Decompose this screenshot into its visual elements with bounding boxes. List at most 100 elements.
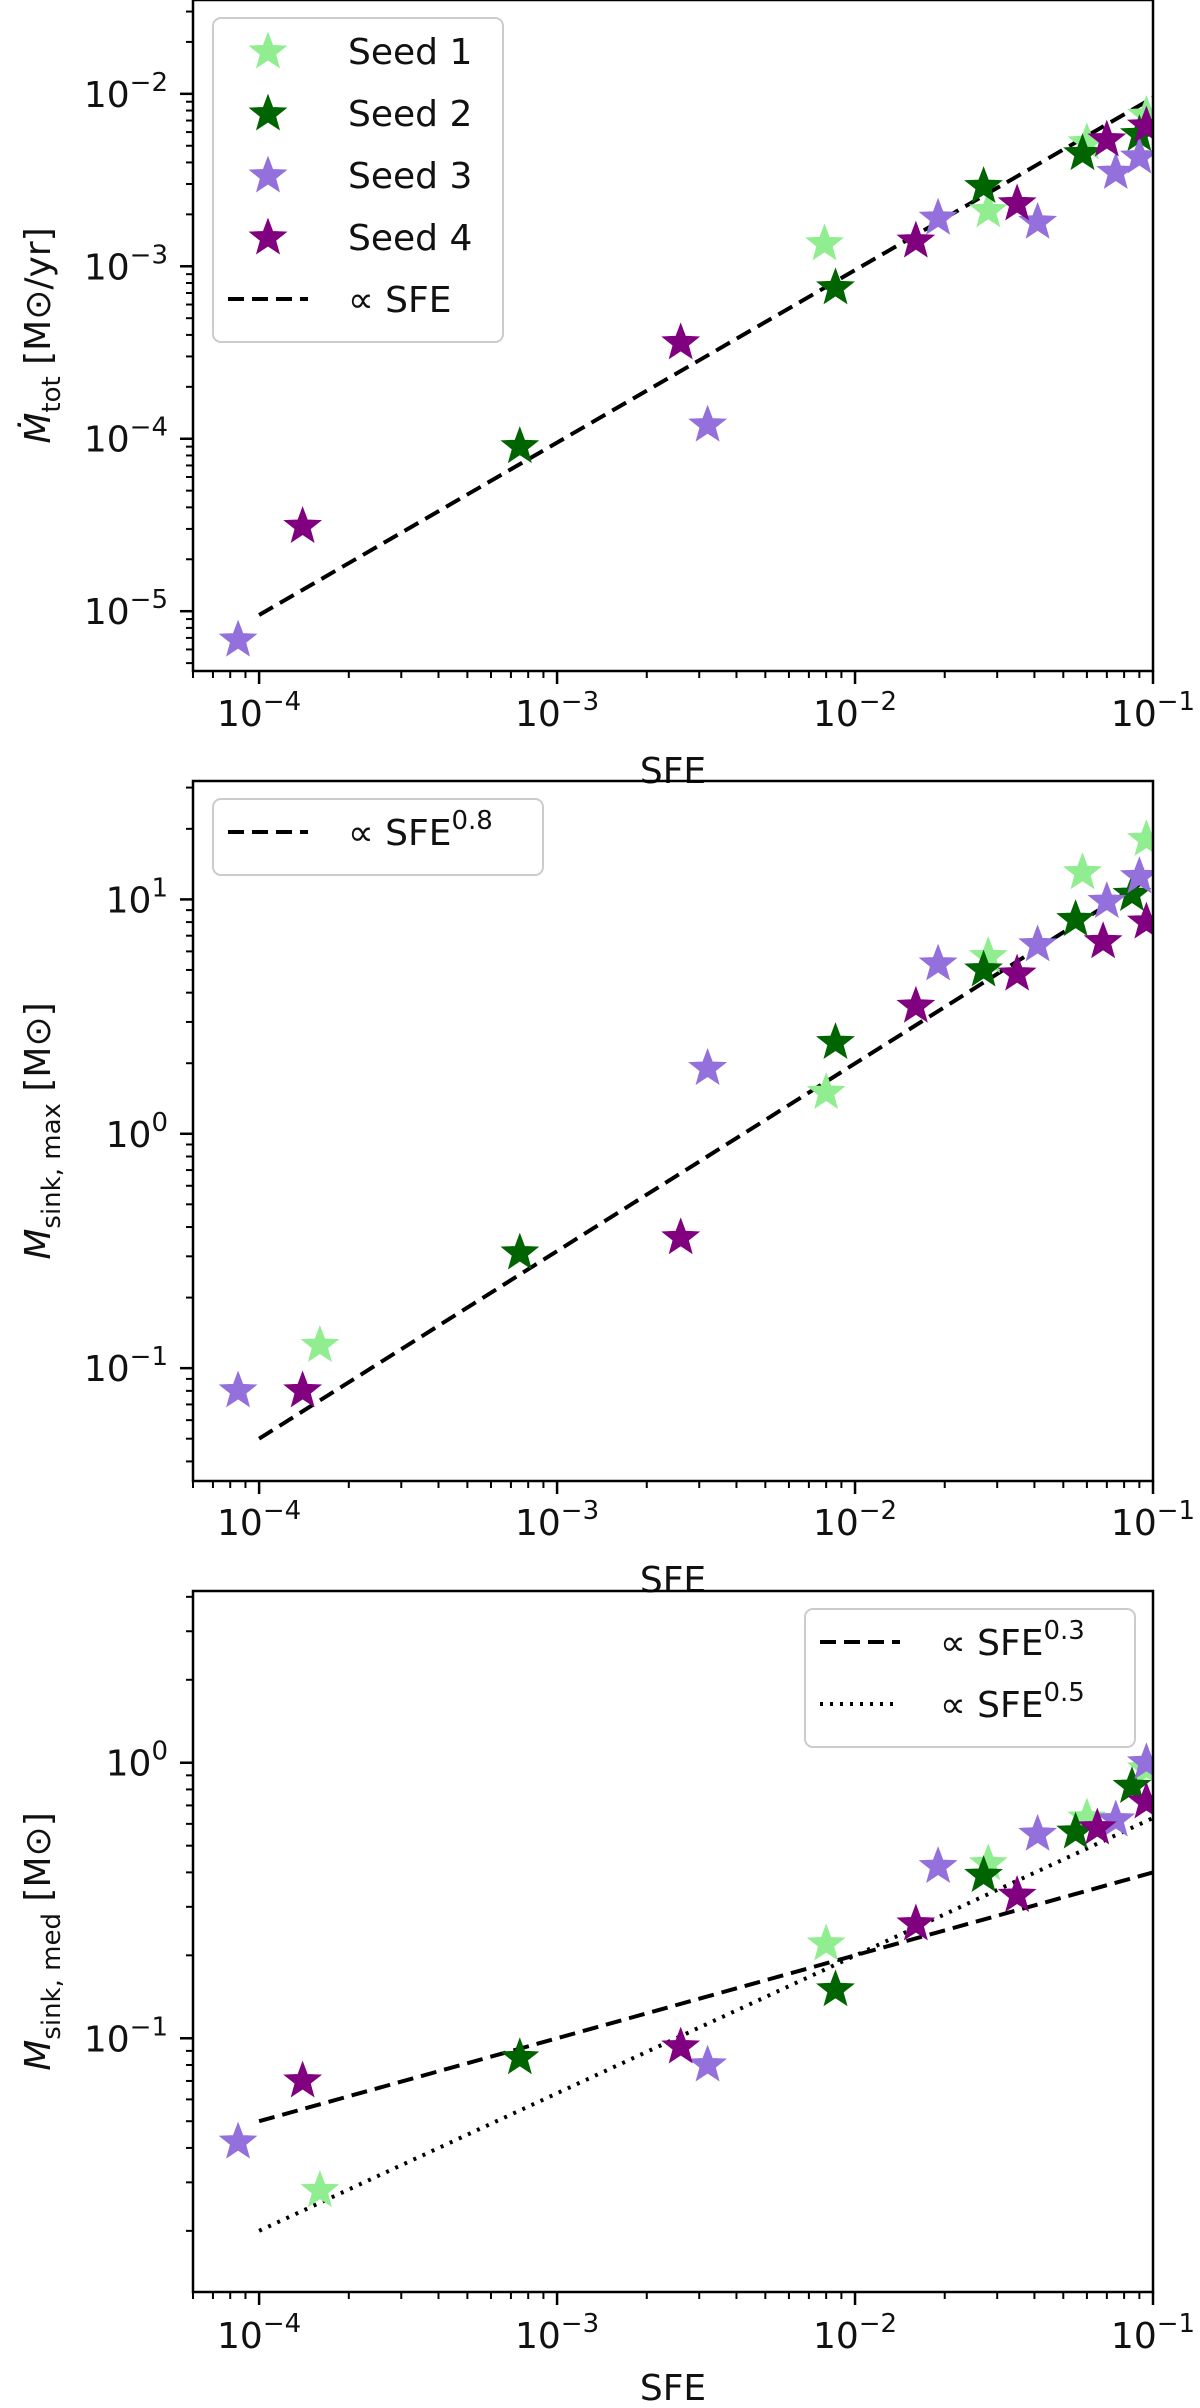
legend: ∝ SFE0.3 ∝ SFE0.5 bbox=[804, 1608, 1136, 1748]
data-point bbox=[500, 1232, 540, 1270]
data-point bbox=[283, 2060, 323, 2098]
data-point bbox=[661, 2026, 701, 2064]
plot-area bbox=[218, 1742, 1153, 2233]
legend-label: Seed 3 bbox=[348, 156, 472, 197]
x-tick-label: 10−1 bbox=[1111, 687, 1195, 735]
minor-ticks bbox=[186, 786, 1141, 1488]
data-point bbox=[1126, 901, 1153, 939]
data-point bbox=[997, 183, 1037, 221]
data-point bbox=[300, 2170, 340, 2208]
data-point bbox=[300, 1324, 340, 1362]
data-point bbox=[816, 1969, 855, 2007]
legend-box bbox=[212, 798, 544, 876]
y-axis-label: Msink, med [M⊙] bbox=[18, 1812, 67, 2071]
panel-3: 10−4 10−3 10−2 10−1 10−1 100 SFE Msink, med [M⊙… bbox=[18, 1589, 1195, 2408]
legend-box bbox=[804, 1608, 1136, 1748]
y-tick-label: 10−2 bbox=[84, 68, 168, 116]
data-point bbox=[283, 1370, 323, 1408]
data-point bbox=[500, 2037, 540, 2075]
x-tick-label: 10−1 bbox=[1111, 1496, 1195, 1544]
data-point bbox=[805, 223, 844, 261]
series-2 bbox=[500, 873, 1152, 1270]
y-tick-label: 10−5 bbox=[84, 585, 168, 633]
x-tick-label: 10−4 bbox=[217, 687, 301, 735]
y-tick-label: 10−3 bbox=[84, 240, 168, 288]
fit-line-1 bbox=[258, 95, 1153, 617]
y-tick-label: 100 bbox=[106, 1737, 168, 1785]
data-point bbox=[816, 1022, 855, 1060]
data-point bbox=[1087, 881, 1127, 918]
x-tick-label: 10−4 bbox=[217, 1496, 301, 1544]
y-tick-label: 10−1 bbox=[84, 2012, 168, 2060]
data-point bbox=[218, 1370, 258, 1408]
data-point bbox=[1126, 1742, 1153, 1780]
x-tick-label: 10−3 bbox=[515, 687, 599, 735]
data-point bbox=[688, 1047, 728, 1085]
y-axis-label: Msink, max [M⊙] bbox=[18, 1002, 67, 1259]
y-tick-label: 100 bbox=[106, 1108, 168, 1156]
x-axis-label: SFE bbox=[640, 1560, 706, 1601]
series-2 bbox=[500, 1766, 1152, 2075]
x-tick-label: 10−2 bbox=[813, 1496, 897, 1544]
axes-frame bbox=[191, 1589, 1155, 2294]
series-1 bbox=[300, 1748, 1153, 2208]
data-point bbox=[806, 1072, 846, 1110]
series-2 bbox=[500, 114, 1153, 464]
data-point bbox=[816, 267, 855, 305]
data-point bbox=[918, 1846, 958, 1884]
legend-box bbox=[212, 17, 504, 343]
data-point bbox=[1126, 1781, 1153, 1819]
plot-area bbox=[218, 819, 1153, 1441]
data-point bbox=[500, 426, 540, 464]
data-point bbox=[661, 1217, 701, 1255]
y-axis-label: Ṁtot [M⊙/yr] bbox=[17, 227, 67, 443]
axes-frame bbox=[191, 779, 1155, 1483]
data-point bbox=[997, 1874, 1037, 1912]
data-point bbox=[1083, 921, 1123, 959]
data-point bbox=[1018, 1813, 1058, 1851]
series-3 bbox=[218, 1742, 1153, 2159]
axes-frame bbox=[191, 0, 1155, 673]
series-4 bbox=[283, 901, 1153, 1408]
legend-label: Seed 2 bbox=[348, 94, 472, 135]
data-point bbox=[1056, 899, 1096, 937]
legend-marker bbox=[248, 31, 288, 69]
y-tick-label: 101 bbox=[106, 873, 168, 921]
series-4 bbox=[283, 105, 1153, 543]
data-point bbox=[1126, 819, 1153, 857]
data-point bbox=[688, 2044, 728, 2082]
series-4 bbox=[283, 1781, 1153, 2098]
x-tick-label: 10−3 bbox=[515, 1496, 599, 1544]
legend-marker bbox=[248, 155, 288, 193]
data-point bbox=[1126, 105, 1153, 143]
data-point bbox=[1077, 1807, 1117, 1845]
data-point bbox=[1096, 1799, 1136, 1837]
x-axis-label: SFE bbox=[640, 2368, 706, 2408]
data-point bbox=[964, 166, 1003, 204]
x-tick-label: 10−2 bbox=[813, 687, 897, 735]
data-point bbox=[997, 953, 1037, 991]
y-tick-label: 10−1 bbox=[84, 1342, 168, 1390]
data-point bbox=[964, 949, 1003, 987]
data-point bbox=[218, 619, 258, 657]
data-point bbox=[1112, 1766, 1152, 1804]
data-point bbox=[918, 943, 958, 981]
data-point bbox=[806, 1923, 846, 1961]
legend: ∝ SFE0.8 bbox=[212, 798, 544, 876]
series-1 bbox=[300, 819, 1153, 1362]
data-point bbox=[964, 1854, 1003, 1892]
y-tick-label: 10−4 bbox=[84, 413, 168, 461]
fit-line-1 bbox=[258, 1870, 1153, 2124]
legend-label: ∝ SFE0.5 bbox=[940, 1678, 1085, 1726]
data-point bbox=[1063, 852, 1102, 890]
data-point bbox=[896, 1903, 936, 1941]
fit-line-1 bbox=[258, 874, 1153, 1441]
legend-label: Seed 1 bbox=[348, 32, 472, 73]
data-point bbox=[896, 220, 936, 258]
legend: Seed 1 Seed 2 Seed 3 Seed 4 ∝ SFE bbox=[212, 17, 504, 343]
legend-marker bbox=[248, 217, 288, 255]
data-point bbox=[1063, 133, 1102, 171]
x-tick-label: 10−3 bbox=[515, 2309, 599, 2357]
series-3 bbox=[218, 136, 1153, 657]
x-axis-label: SFE bbox=[640, 751, 706, 792]
